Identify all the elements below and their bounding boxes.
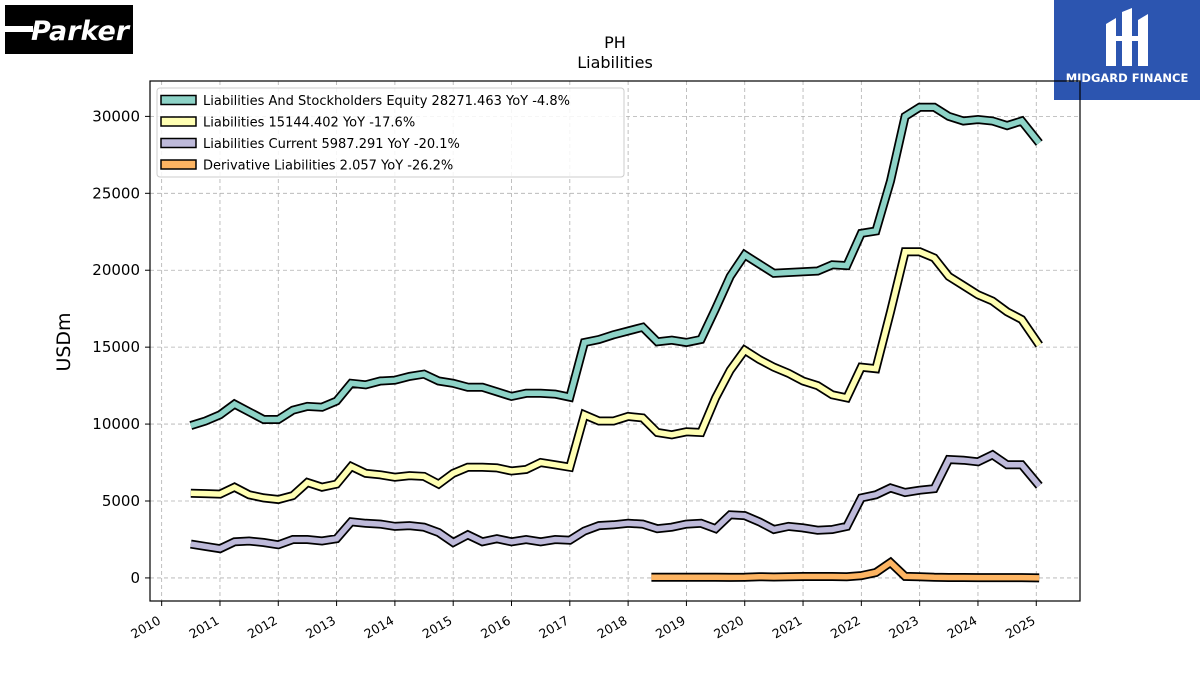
- legend-entry: Liabilities 15144.402 YoY -17.6%: [203, 116, 415, 131]
- x-tick-label: 2020: [711, 613, 746, 642]
- series-line-liabilities-and-stockholders-equity: [189, 104, 1042, 429]
- legend-entry: Liabilities Current 5987.291 YoY -20.1%: [203, 137, 460, 152]
- y-axis-ticks: 0 5000 10000 15000 20000 25000 30000: [92, 107, 150, 587]
- x-tick-label: 2021: [769, 613, 804, 642]
- chart-subtitle: Liabilities: [577, 53, 653, 72]
- x-tick-label: 2010: [128, 613, 163, 642]
- x-tick-label: 2022: [828, 613, 863, 642]
- x-tick-label: 2011: [186, 613, 221, 642]
- parker-logo: Parker: [5, 5, 133, 54]
- x-tick-label: 2012: [245, 613, 280, 642]
- x-tick-label: 2023: [886, 613, 921, 642]
- legend-box: [156, 87, 625, 178]
- midgard-emblem-icon: [1106, 8, 1148, 66]
- chart-legend: Liabilities And Stockholders Equity 2827…: [156, 87, 625, 178]
- x-axis-ticks: 2010 2011 2012 2013 2014 2015 2016 2017 2018 2019…: [128, 601, 1038, 642]
- y-tick-label: 30000: [92, 107, 140, 125]
- series-outline-liabilities-current: [190, 449, 1043, 554]
- x-tick-label: 2015: [420, 613, 455, 642]
- x-tick-label: 2019: [653, 613, 688, 642]
- series-line-liabilities-current: [190, 451, 1042, 552]
- legend-swatch: [160, 116, 197, 127]
- legend-entry: Derivative Liabilities 2.057 YoY -26.2%: [203, 159, 453, 174]
- chart-title: PH: [604, 33, 626, 52]
- midgard-finance-logo: MIDGARD FINANCE: [1054, 0, 1200, 100]
- legend-swatch: [160, 159, 197, 170]
- series-lines: [189, 102, 1043, 583]
- x-tick-label: 2017: [536, 613, 571, 642]
- y-axis-label: USDm: [53, 312, 75, 371]
- x-tick-label: 2018: [595, 613, 630, 642]
- y-tick-label: 5000: [102, 492, 140, 510]
- x-tick-label: 2014: [361, 613, 396, 642]
- legend-entry: Liabilities And Stockholders Equity 2827…: [203, 94, 570, 109]
- legend-swatch: [160, 137, 197, 149]
- series-line-derivative-liabilities: [651, 558, 1040, 581]
- y-tick-label: 25000: [92, 184, 140, 202]
- midgard-logo-text: MIDGARD FINANCE: [1066, 71, 1189, 85]
- x-tick-label: 2024: [944, 613, 979, 642]
- y-tick-label: 0: [130, 569, 140, 587]
- y-tick-label: 20000: [92, 261, 140, 279]
- x-tick-label: 2016: [478, 613, 513, 642]
- y-tick-label: 15000: [92, 338, 140, 356]
- series-line-liabilities: [190, 249, 1042, 503]
- legend-swatch: [160, 94, 197, 106]
- parker-logo-text: Parker: [31, 16, 131, 47]
- x-tick-label: 2013: [303, 613, 338, 642]
- x-tick-label: 2025: [1003, 613, 1038, 642]
- series-outline-liabilities: [190, 247, 1043, 505]
- y-tick-label: 10000: [92, 415, 140, 433]
- plot-frame: [149, 80, 1081, 602]
